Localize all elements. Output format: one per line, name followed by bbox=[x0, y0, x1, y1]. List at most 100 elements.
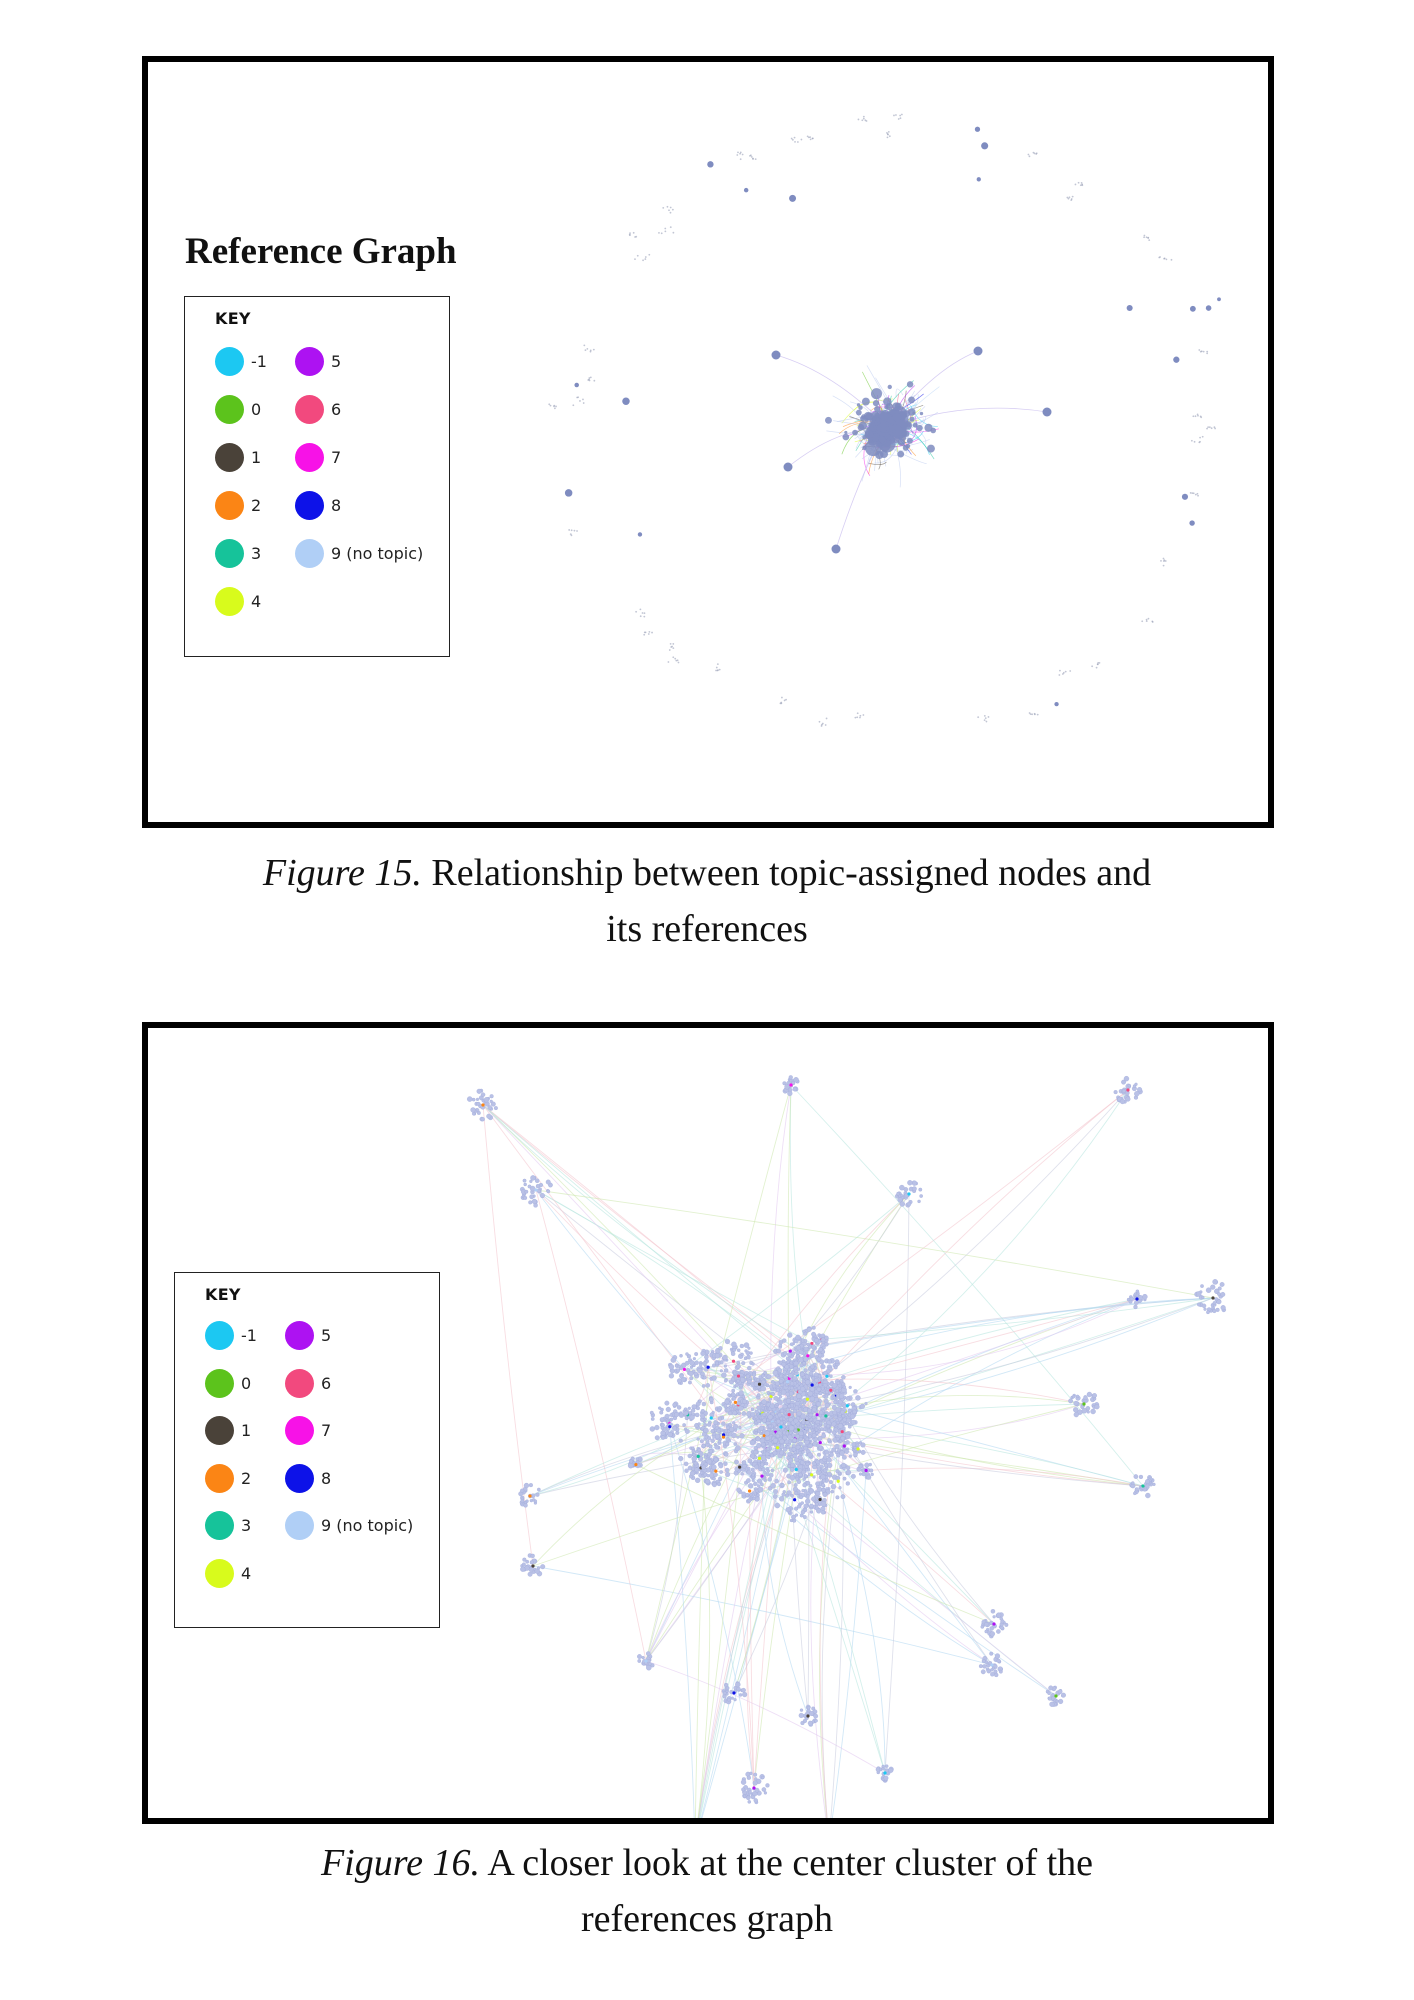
graph-node bbox=[522, 1178, 527, 1183]
graph-node bbox=[717, 1439, 722, 1444]
graph-node bbox=[725, 1441, 730, 1447]
peripheral-node bbox=[582, 398, 584, 401]
graph-node bbox=[772, 1438, 778, 1444]
graph-node bbox=[772, 1450, 778, 1456]
peripheral-node bbox=[1058, 674, 1061, 676]
node-cluster bbox=[980, 1609, 1009, 1639]
graph-node bbox=[535, 1492, 540, 1497]
graph-node bbox=[764, 1451, 770, 1457]
graph-node bbox=[1195, 1291, 1202, 1297]
hub-node bbox=[825, 1374, 829, 1378]
peripheral-node bbox=[648, 630, 651, 633]
graph-node bbox=[765, 1441, 769, 1446]
graph-node bbox=[753, 1772, 758, 1777]
graph-node bbox=[894, 402, 902, 410]
graph-node bbox=[753, 1481, 758, 1487]
peripheral-node bbox=[1206, 427, 1208, 430]
graph-node bbox=[833, 1365, 838, 1370]
peripheral-node bbox=[809, 138, 812, 141]
graph-node bbox=[766, 1469, 770, 1473]
peripheral-node bbox=[824, 724, 827, 726]
peripheral-node bbox=[886, 131, 888, 134]
graph-node bbox=[798, 1430, 804, 1436]
graph-node bbox=[1129, 1296, 1134, 1301]
graph-node bbox=[1058, 1698, 1064, 1704]
peripheral-node bbox=[886, 136, 889, 139]
graph-node bbox=[830, 1489, 835, 1494]
graph-node bbox=[749, 1351, 753, 1355]
peripheral-node bbox=[897, 118, 900, 120]
graph-node bbox=[770, 1483, 776, 1489]
peripheral-node bbox=[664, 227, 667, 230]
hub-node bbox=[732, 1691, 736, 1695]
graph-node bbox=[730, 1696, 734, 1700]
legend-key: KEY -1 0 1 2 3 4 5 6 7 8 9 (no topic) bbox=[184, 296, 450, 657]
graph-node bbox=[736, 1435, 740, 1439]
graph-node bbox=[529, 1560, 534, 1565]
hub-node bbox=[709, 1416, 713, 1420]
graph-node bbox=[794, 1491, 799, 1496]
peripheral-node bbox=[675, 659, 678, 662]
legend-label: 1 bbox=[251, 448, 262, 467]
graph-node bbox=[823, 1371, 828, 1376]
peripheral-node bbox=[553, 405, 555, 408]
graph-node bbox=[845, 1465, 851, 1471]
graph-node bbox=[689, 1360, 695, 1366]
figure-15-frame: Reference Graph KEY -1 0 1 2 3 4 5 6 7 8 9 (no top… bbox=[142, 56, 1274, 828]
peripheral-node bbox=[629, 232, 631, 235]
graph-node bbox=[520, 1488, 525, 1493]
node-cluster bbox=[649, 1400, 690, 1443]
legend-swatch bbox=[215, 347, 244, 376]
hub-node bbox=[787, 1413, 791, 1417]
graph-node bbox=[546, 1189, 551, 1194]
caption-text: A closer look at the center cluster of t… bbox=[487, 1842, 1094, 1884]
graph-node bbox=[736, 1487, 741, 1493]
graph-node bbox=[817, 1352, 823, 1358]
peripheral-node bbox=[1163, 559, 1166, 562]
node-cluster bbox=[811, 1398, 847, 1435]
graph-node bbox=[815, 1459, 820, 1465]
graph-node bbox=[848, 1454, 852, 1458]
graph-node bbox=[724, 1399, 730, 1405]
graph-node bbox=[842, 1385, 847, 1389]
legend-label: 3 bbox=[241, 1516, 252, 1535]
graph-node bbox=[800, 1510, 806, 1515]
peripheral-node bbox=[641, 612, 644, 614]
graph-node bbox=[823, 1463, 829, 1468]
graph-node bbox=[795, 1434, 801, 1439]
graph-node bbox=[794, 1401, 801, 1407]
key-title: KEY bbox=[205, 1285, 241, 1304]
graph-node bbox=[740, 1352, 744, 1356]
graph-edge bbox=[789, 1193, 910, 1352]
graph-node bbox=[646, 1651, 651, 1656]
legend-swatch bbox=[295, 443, 324, 472]
peripheral-node bbox=[754, 158, 757, 161]
peripheral-node bbox=[1217, 297, 1221, 302]
graph-node bbox=[793, 1429, 798, 1433]
graph-edge bbox=[535, 1189, 848, 1407]
graph-node bbox=[697, 1422, 701, 1426]
graph-edge bbox=[806, 1419, 993, 1666]
graph-node bbox=[826, 1424, 831, 1429]
hub-node bbox=[733, 1400, 738, 1404]
graph-node bbox=[799, 1349, 804, 1355]
hub-node bbox=[481, 1103, 485, 1107]
peripheral-node bbox=[781, 696, 783, 699]
graph-node bbox=[849, 1413, 856, 1420]
graph-node bbox=[809, 1395, 816, 1402]
graph-node bbox=[668, 1373, 675, 1379]
graph-node bbox=[811, 1350, 815, 1354]
peripheral-node bbox=[859, 714, 862, 717]
graph-node bbox=[812, 1475, 816, 1479]
graph-node bbox=[782, 1369, 787, 1374]
graph-node bbox=[798, 1472, 803, 1477]
graph-edge bbox=[645, 1414, 689, 1662]
graph-node bbox=[805, 1437, 810, 1442]
graph-node bbox=[805, 1420, 810, 1425]
peripheral-node bbox=[632, 231, 635, 234]
graph-edge bbox=[810, 1415, 827, 1818]
graph-node bbox=[475, 1097, 480, 1101]
graph-node bbox=[529, 1185, 536, 1192]
graph-node bbox=[736, 1360, 741, 1365]
graph-edge bbox=[535, 1189, 813, 1344]
